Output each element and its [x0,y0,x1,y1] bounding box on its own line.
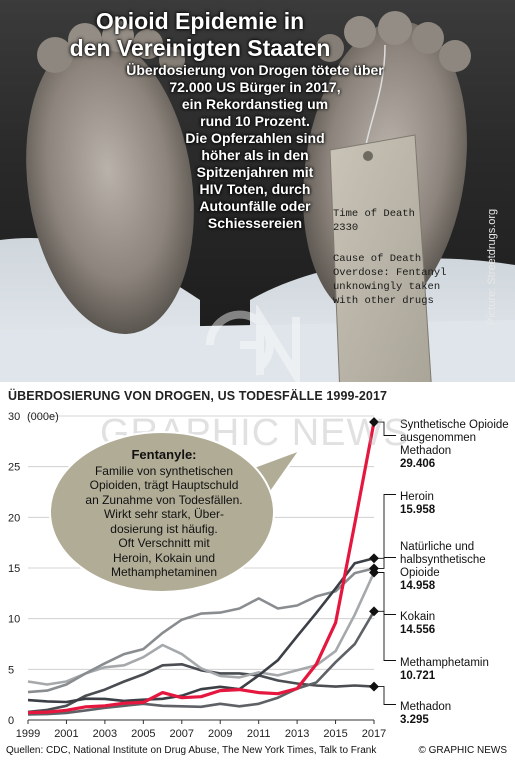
y-tick-label: 25 [8,462,20,474]
legend-entry-value: 29.406 [400,458,435,470]
hero-photo: Time of Death 2330 Cause of Death Overdo… [0,0,515,382]
y-tick-label: 0 [8,715,14,727]
line-chart: 0 5 10 15 20 25 30 1999 2001 2003 2005 2007 2009 201… [8,411,509,740]
feet-illustration [0,11,515,382]
legend-entry-name: Synthetische Opioide ausgenommen Methadon [400,419,509,457]
series-end-marker [369,417,379,427]
sources: Quellen: CDC, National Institute on Drug… [6,745,377,756]
x-tick-label: 2007 [170,728,194,740]
y-tick-label: 15 [8,563,20,575]
y-axis: 0 5 10 15 20 25 30 [8,411,20,727]
series-line [27,421,376,715]
y-axis-unit: (000e) [27,411,59,423]
x-tick-label: 2013 [285,728,309,740]
toe-tag-time: Time of Death 2330 [333,208,415,234]
page-title: Opioid Epidemie in den Vereinigten Staat… [0,8,400,62]
photo-credit: Picture: Streetdrugs.org [486,208,498,325]
x-tick-label: 2015 [323,728,347,740]
toe-tag-cause: Cause of Death Overdose: Fentanyl unknow… [333,253,447,307]
x-tick-label: 1999 [16,728,40,740]
legend-leader [374,686,396,705]
series-line [27,557,375,704]
title-line-2: den Vereinigten Staaten [69,35,331,61]
x-tick-label: 2011 [247,728,271,740]
series-end-marker [369,681,379,692]
series-end-marker [369,553,379,564]
legend-entry-name: Methamphetamin [400,657,489,669]
y-tick-label: 10 [8,614,20,626]
x-tick-label: 2001 [54,728,78,740]
legend-leader [374,421,396,436]
y-tick-label: 20 [8,512,20,524]
legend-entry-value: 14.556 [400,624,435,636]
legend-entry-name: Heroin [400,491,434,503]
chart-title: ÜBERDOSIERUNG VON DROGEN, US TODESFÄLLE … [8,389,388,403]
legend-leader [374,610,396,661]
chart-series [27,421,376,716]
x-axis: 1999 2001 2003 2005 2007 2009 2011 2013 2015 2017 [16,719,386,740]
legend-entry-value: 15.958 [400,504,436,516]
series-end-marker [369,606,379,617]
legend-leader [374,557,396,569]
title-line-1: Opioid Epidemie in [95,8,305,34]
legend-leader [374,494,396,559]
legend-entry-name: Kokain [400,611,435,623]
series-line [27,610,376,716]
series-line [27,567,375,694]
lead-text: Überdosierung von Drogen tötete über 72.… [126,62,384,231]
x-tick-label: 2009 [208,728,232,740]
legend-entry-name: Methadon [400,701,451,713]
series-end-marker [369,567,379,578]
brand: © GRAPHIC NEWS [418,745,508,756]
annotation-title: Fentanyle: [131,447,197,462]
annotation-body: Familie von synthetischen Opioiden, träg… [85,463,243,580]
legend-entry-value: 10.721 [400,670,436,682]
y-tick-label: 30 [8,411,20,423]
fentanyl-annotation: Fentanyle: Familie von synthetischen Opi… [64,447,264,580]
legend-entry-value: 14.958 [400,580,436,592]
graphic-news-logo [205,305,300,382]
x-tick-label: 2017 [362,728,386,740]
y-tick-label: 5 [8,664,14,676]
x-tick-label: 2003 [93,728,117,740]
annotation-bubble [49,431,303,593]
series-line [27,662,375,714]
legend-leader [374,572,396,615]
legend-entry-value: 3.295 [400,714,429,726]
legend-entry-name: Natürliche und halbsynthetische Opioide [400,541,486,579]
chart-legend: Synthetische Opioide ausgenommen Methadon2… [369,417,509,726]
x-tick-label: 2005 [131,728,155,740]
